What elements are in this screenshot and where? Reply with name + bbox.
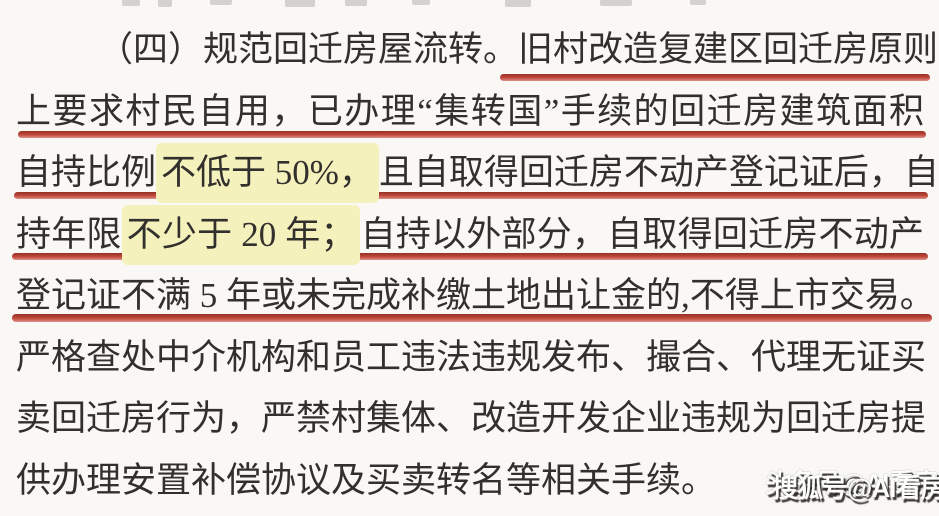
- text-fragment: [158, 0, 172, 7]
- watermark-toutiao: 头条号@AI看房: [765, 468, 939, 498]
- text-line-1: （四）规范回迁房屋流转。旧村改造复建区回迁房原则: [16, 26, 938, 74]
- text-fragment: [122, 0, 140, 6]
- line-text: 严格查处中介机构和员工违法违规发布、撮合、代理无证买: [16, 338, 927, 377]
- highlight-min-50-percent: 不低于 50%，: [156, 143, 379, 203]
- highlight-min-20-years: 不少于 20 年；: [121, 205, 361, 265]
- line-text: 卖回迁房行为，严禁村集体、改造开发企业违规为回迁房提: [16, 399, 927, 438]
- text-fragment: [210, 0, 232, 5]
- line-text: 持年限: [16, 215, 122, 254]
- red-underline: [500, 74, 930, 81]
- text-line-4: 持年限 不少于 20 年； 自持以外部分，自取得回迁房不动产: [16, 205, 924, 265]
- red-underline: [14, 192, 928, 199]
- text-line-3: 自持比例 不低于 50%， 且自取得回迁房不动产登记证后，自: [16, 143, 939, 203]
- text-line-6: 严格查处中介机构和员工违法违规发布、撮合、代理无证买: [16, 334, 927, 382]
- line-text: 自持比例: [16, 153, 157, 192]
- watermark-sohu: 搜狐号@AI看房: [772, 473, 939, 503]
- line-text: 供办理安置补偿协议及买卖转名等相关手续。: [16, 461, 717, 500]
- text-line-5: 登记证不满 5 年或未完成补缴土地出让金的,不得上市交易。: [16, 272, 935, 320]
- text-line-8: 供办理安置补偿协议及买卖转名等相关手续。: [16, 457, 924, 505]
- text-fragment: [345, 0, 367, 6]
- line-text: 自持以外部分，自取得回迁房不动产: [360, 215, 924, 254]
- watermark: 头条号@AI看房 搜狐号@AI看房: [765, 466, 939, 514]
- text-fragment: [690, 0, 706, 5]
- line-text: 且自取得回迁房不动产登记证后，自: [378, 153, 939, 192]
- red-underline: [12, 253, 928, 260]
- text-fragment: [505, 0, 531, 7]
- red-underline: [18, 131, 926, 138]
- line-text: 上要求村民自用，已办理“集转国”手续的回迁房建筑面积: [16, 92, 924, 131]
- text-line-7: 卖回迁房行为，严禁村集体、改造开发企业违规为回迁房提: [16, 395, 927, 443]
- text-fragment: [600, 0, 632, 6]
- text-line-2: 上要求村民自用，已办理“集转国”手续的回迁房建筑面积: [16, 88, 924, 136]
- red-underline: [12, 314, 932, 322]
- text-fragment: [412, 0, 430, 5]
- line-text: 登记证不满 5 年或未完成补缴土地出让金的,不得上市交易。: [16, 276, 935, 315]
- line-text: （四）规范回迁房屋流转。旧村改造复建区回迁房原则: [98, 30, 939, 69]
- text-fragment: [285, 0, 315, 7]
